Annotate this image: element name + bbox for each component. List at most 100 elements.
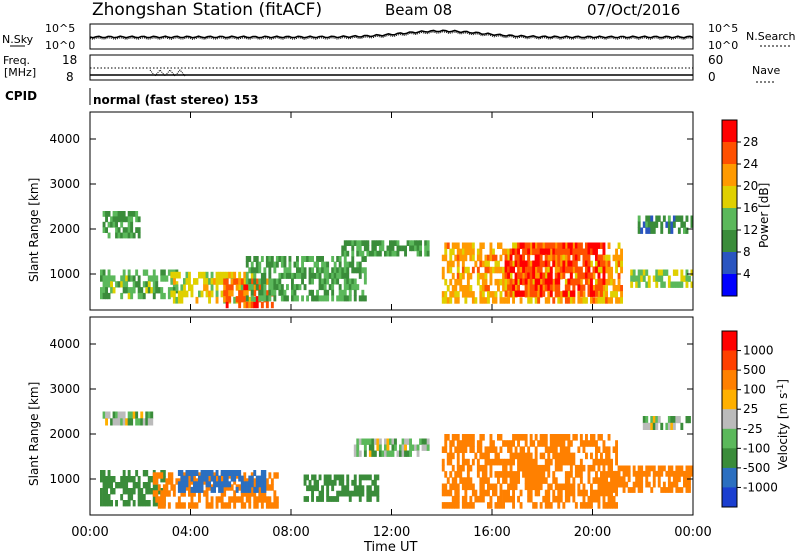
velocity-cell [230,484,234,491]
power-cell [519,266,523,274]
velocity-cell [331,485,335,492]
velocity-cell [685,481,689,488]
velocity-cell [358,485,362,492]
power-cell [245,284,249,291]
power-cell [572,248,576,255]
power-cell [132,287,136,294]
velocity-cell [451,477,455,484]
power-cell [122,232,126,239]
power-cell [574,242,578,249]
power-cell [155,281,159,288]
power-cell [469,248,473,256]
velocity-cell [672,470,676,477]
power-cell [512,291,515,298]
power-cell [466,242,470,249]
power-cell [650,227,654,234]
velocity-cell [223,475,227,482]
velocity-cell [532,502,536,509]
velocity-cell [585,452,588,460]
velocity-cell [404,438,407,445]
power-cell [557,266,561,274]
velocity-cell [127,500,131,507]
velocity-cell [582,489,586,497]
power-cell [524,260,528,267]
velocity-cell [507,458,510,466]
velocity-cell [391,450,395,457]
power-cell [642,275,646,282]
velocity-cell [353,485,357,492]
power-cell [592,290,596,297]
velocity-cell [333,496,337,502]
velocity-cell [250,490,254,497]
velocity-cell [685,465,689,472]
power-cell [667,215,671,222]
power-cell [311,278,314,285]
power-cell [323,289,327,296]
velocity-cell [341,490,345,497]
velocity-cell [459,446,463,453]
velocity-cell [479,489,483,497]
velocity-cell [122,500,126,507]
power-cell [582,260,586,267]
power-cell [343,278,347,285]
velocity-cell [572,458,576,466]
power-cell [253,267,257,274]
power-cbar-swatch [722,164,737,187]
power-cell [343,245,347,252]
velocity-cell [180,470,184,476]
power-cell [384,250,387,257]
velocity-cell [245,496,249,503]
velocity-cell [514,446,518,453]
power-cell [652,227,656,234]
velocity-cbar-tick-label: -500 [743,461,770,475]
power-cell [645,221,649,228]
power-cell [559,254,563,262]
power-cell [647,275,651,282]
power-cell [537,248,541,255]
power-cell [602,248,606,255]
velocity-cell [507,489,510,497]
power-cell [338,267,342,274]
power-cell [680,221,684,228]
velocity-cell [358,496,362,502]
power-cell [107,275,111,282]
velocity-cell [524,477,528,484]
velocity-cell [622,470,626,477]
velocity-cell [303,474,307,481]
velocity-cell [102,482,106,489]
power-cell [248,301,252,309]
power-cell [152,287,156,294]
velocity-cell [152,478,156,485]
velocity-cell [461,458,465,466]
velocity-cell [142,470,146,477]
velocity-cell [180,486,184,493]
velocity-cell [303,479,307,486]
velocity-cell [446,502,450,509]
power-cell [338,272,342,279]
power-cell [497,266,500,274]
power-cell [240,290,244,297]
velocity-cell [610,489,613,497]
power-cell [605,291,608,298]
velocity-cell [240,486,244,493]
power-cell [680,215,684,222]
power-cell [637,269,641,276]
velocity-cell [577,464,581,472]
xtick-label: 20:00 [574,525,611,540]
velocity-cell [537,471,541,478]
velocity-cell [577,483,581,491]
power-cell [564,248,568,255]
velocity-cell [208,470,211,476]
power-cell [499,297,503,304]
power-cell [316,272,319,279]
power-cell [376,250,380,257]
velocity-cell [346,485,350,492]
velocity-cell [326,496,330,502]
velocity-cell [399,444,402,451]
velocity-cell [615,489,618,497]
velocity-cell [489,471,493,478]
power-cell [223,296,227,303]
power-cell [135,269,139,276]
power-cell [489,291,493,298]
